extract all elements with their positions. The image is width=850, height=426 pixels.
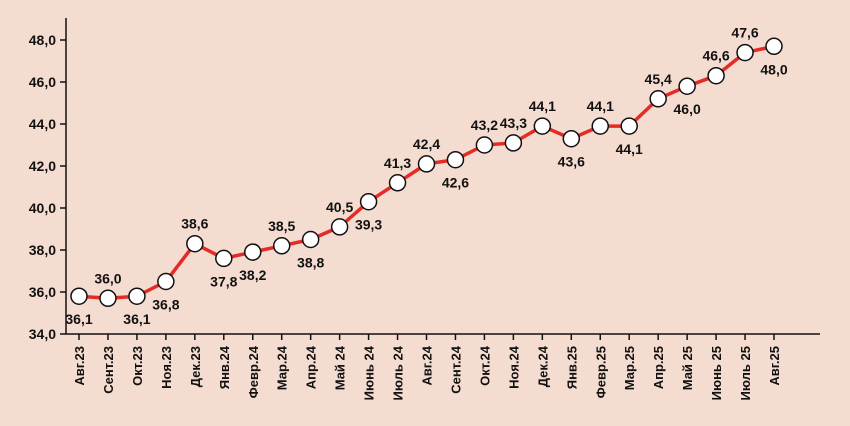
- x-tick-label: Дек.23: [188, 346, 203, 387]
- data-label: 36,1: [123, 311, 150, 327]
- data-label: 42,6: [442, 175, 469, 191]
- x-tick-label: Февр.24: [246, 345, 261, 398]
- data-label: 38,6: [181, 216, 208, 232]
- data-label: 41,3: [384, 155, 411, 171]
- x-tick-label: Авг.25: [767, 346, 782, 386]
- x-ticks: Авг.23 Сент.23 Окт.23 Ноя.23 Дек.23 Янв.24 Фев…: [72, 334, 782, 400]
- data-label: 46,6: [702, 48, 729, 64]
- data-label: 36,0: [94, 270, 121, 286]
- x-tick-label: Окт.23: [130, 346, 145, 386]
- y-tick-label: 40,0: [29, 200, 56, 216]
- data-label: 44,1: [587, 98, 614, 114]
- data-label: 37,8: [210, 273, 237, 289]
- data-label: 42,4: [413, 136, 440, 152]
- data-point: [215, 249, 233, 268]
- y-tick-label: 36,0: [29, 284, 56, 300]
- y-tick-label: 34,0: [29, 326, 56, 342]
- data-point: [765, 37, 783, 56]
- x-tick-label: Мар.25: [622, 346, 637, 390]
- y-tick-label: 48,0: [29, 32, 56, 48]
- data-point: [186, 234, 204, 253]
- data-point: [301, 230, 320, 249]
- data-label: 39,3: [355, 217, 382, 233]
- x-tick-label: Окт.24: [477, 345, 492, 386]
- data-point: [359, 192, 378, 211]
- data-label: 36,8: [152, 297, 179, 313]
- data-point: [128, 287, 146, 305]
- data-point: [591, 117, 609, 135]
- x-tick-label: Ноя.23: [159, 346, 174, 389]
- data-label: 43,6: [558, 154, 585, 170]
- data-point: [157, 272, 175, 291]
- data-label: 44,1: [616, 141, 643, 157]
- data-point: [70, 287, 88, 305]
- data-labels: 36,136,036,136,838,637,8 38,238,538,840,5…: [65, 25, 787, 328]
- y-tick-label: 42,0: [29, 158, 56, 174]
- y-ticks: 34,0 36,0 38,0 40,0 42,0 44,0 46,0 48,0: [29, 32, 66, 342]
- x-tick-label: Сент.23: [101, 346, 116, 394]
- x-tick-label: Май 24: [333, 345, 348, 390]
- axes: [65, 18, 820, 335]
- data-label: 43,3: [500, 115, 527, 131]
- data-label: 43,2: [471, 117, 498, 133]
- data-label: 45,4: [645, 71, 672, 87]
- x-tick-label: Апр.24: [304, 345, 319, 389]
- data-point: [533, 117, 552, 135]
- data-label: 44,1: [529, 98, 556, 114]
- x-tick-label: Сент.24: [448, 345, 463, 394]
- data-label: 46,0: [674, 101, 701, 117]
- x-tick-label: Янв.25: [564, 346, 579, 389]
- data-point: [504, 134, 523, 152]
- x-tick-label: Авг.23: [72, 346, 87, 386]
- data-point: [272, 237, 291, 255]
- data-point: [707, 66, 725, 85]
- data-point: [678, 77, 696, 95]
- y-tick-label: 44,0: [29, 116, 56, 132]
- data-point: [562, 129, 581, 148]
- data-markers: [70, 37, 783, 308]
- data-point: [649, 90, 667, 108]
- x-tick-label: Июль 24: [391, 345, 406, 400]
- data-point: [99, 289, 117, 308]
- data-point: [736, 43, 754, 62]
- y-tick-label: 46,0: [29, 74, 56, 90]
- data-point: [417, 155, 436, 173]
- x-tick-label: Ноя.24: [506, 345, 521, 389]
- x-tick-label: Июль 25: [738, 346, 753, 400]
- y-tick-label: 38,0: [29, 242, 56, 258]
- data-label: 48,0: [760, 61, 787, 77]
- data-label: 47,6: [731, 25, 758, 41]
- data-label: 36,1: [65, 311, 92, 327]
- data-point: [446, 150, 465, 169]
- x-tick-label: Июнь 25: [709, 346, 724, 400]
- data-point: [475, 136, 494, 154]
- x-tick-label: Июнь 24: [362, 345, 377, 400]
- x-tick-label: Февр.25: [593, 346, 608, 398]
- data-point: [330, 218, 349, 236]
- data-label: 38,5: [268, 218, 295, 234]
- data-point: [620, 117, 638, 135]
- data-point: [388, 174, 407, 192]
- data-label: 38,2: [239, 267, 266, 283]
- data-point: [244, 243, 262, 261]
- x-tick-label: Авг.24: [420, 345, 435, 385]
- x-tick-label: Мар.24: [275, 345, 290, 390]
- data-label: 38,8: [297, 255, 324, 271]
- x-tick-label: Апр.25: [651, 346, 666, 389]
- x-tick-label: Янв.24: [217, 345, 232, 389]
- x-tick-label: Дек.24: [535, 345, 550, 387]
- x-tick-label: Май 25: [680, 346, 695, 390]
- data-label: 40,5: [326, 199, 353, 215]
